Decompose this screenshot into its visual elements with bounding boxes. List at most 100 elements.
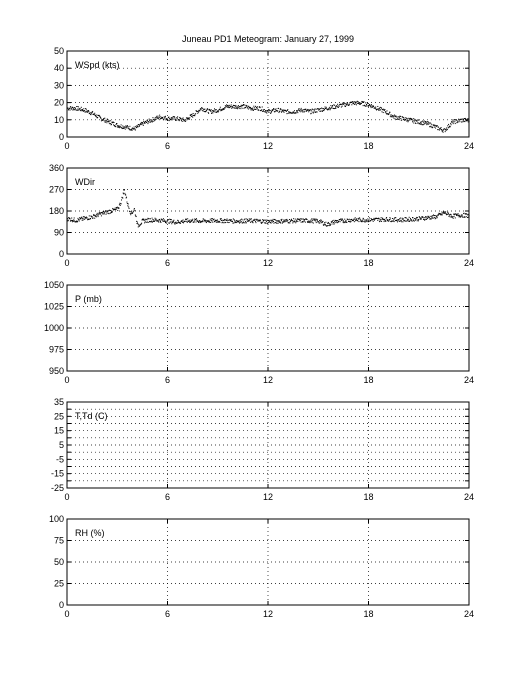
data-point [342, 221, 344, 223]
data-point [110, 123, 112, 125]
data-point [93, 214, 95, 216]
data-point [111, 211, 113, 213]
data-point [441, 131, 443, 133]
data-point [465, 216, 467, 218]
data-point [400, 118, 402, 120]
data-point [234, 105, 236, 107]
data-point [468, 120, 470, 122]
data-point [147, 218, 149, 220]
data-point [71, 108, 73, 110]
data-point [154, 117, 156, 119]
data-point [355, 104, 357, 106]
y-tick-label: 75 [54, 536, 64, 546]
data-point [201, 221, 203, 223]
data-point [319, 110, 321, 112]
data-point [154, 119, 156, 121]
data-point [146, 219, 148, 221]
data-point [222, 108, 224, 110]
data-point [190, 220, 192, 222]
data-point [180, 222, 182, 224]
data-point [441, 129, 443, 131]
data-point [388, 220, 390, 222]
data-point [419, 123, 421, 125]
data-point [143, 218, 145, 220]
x-tick-label: 0 [64, 609, 69, 619]
data-point [270, 222, 272, 224]
data-point [131, 127, 133, 129]
data-point [252, 108, 254, 110]
data-point [238, 220, 240, 222]
data-point [95, 216, 97, 218]
data-point [288, 218, 290, 220]
data-point [435, 127, 437, 129]
data-point [253, 105, 255, 107]
data-point [328, 222, 330, 224]
data-point [80, 106, 82, 108]
data-point [157, 219, 159, 221]
data-point [106, 211, 108, 213]
data-point [438, 213, 440, 215]
data-point [425, 217, 427, 219]
data-point [296, 218, 298, 220]
data-point [442, 129, 444, 131]
data-point [293, 218, 295, 220]
data-point [364, 105, 366, 107]
data-point [213, 218, 215, 220]
data-point [322, 108, 324, 110]
data-point [255, 105, 257, 107]
data-point [368, 219, 370, 221]
data-point [162, 218, 164, 220]
data-point [117, 209, 119, 211]
data-point [245, 222, 247, 224]
data-point [339, 221, 341, 223]
data-point [125, 125, 127, 127]
data-point [121, 199, 123, 201]
data-point [69, 217, 71, 219]
data-point [466, 118, 468, 120]
data-point [249, 220, 251, 222]
data-point [408, 119, 410, 121]
data-point [85, 108, 87, 110]
data-point [362, 217, 364, 219]
data-point [330, 105, 332, 107]
data-point [190, 219, 192, 221]
data-point [412, 118, 414, 120]
data-point [304, 111, 306, 113]
data-point [165, 119, 167, 121]
data-point [293, 111, 295, 113]
data-point [275, 220, 277, 222]
data-point [350, 221, 352, 223]
data-point [406, 120, 408, 122]
data-point [70, 108, 72, 110]
data-point [134, 128, 136, 130]
data-point [146, 221, 148, 223]
data-point [108, 123, 110, 125]
data-point [382, 217, 384, 219]
data-point [277, 222, 279, 224]
data-point [219, 106, 221, 108]
data-point [170, 219, 172, 221]
data-point [166, 220, 168, 222]
data-point [224, 218, 226, 220]
data-point [422, 216, 424, 218]
data-point [383, 109, 385, 111]
data-point [83, 108, 85, 110]
data-point [105, 120, 107, 122]
data-point [402, 221, 404, 223]
data-point [319, 108, 321, 110]
y-tick-label: 50 [54, 46, 64, 56]
data-point [257, 106, 259, 108]
data-point [283, 110, 285, 112]
data-point [308, 221, 310, 223]
data-point [409, 220, 411, 222]
data-point [318, 109, 320, 111]
data-point [435, 125, 437, 127]
data-point [194, 218, 196, 220]
data-point [113, 125, 115, 127]
data-point [467, 214, 469, 216]
data-point [233, 222, 235, 224]
data-point [224, 219, 226, 221]
data-point [100, 120, 102, 122]
